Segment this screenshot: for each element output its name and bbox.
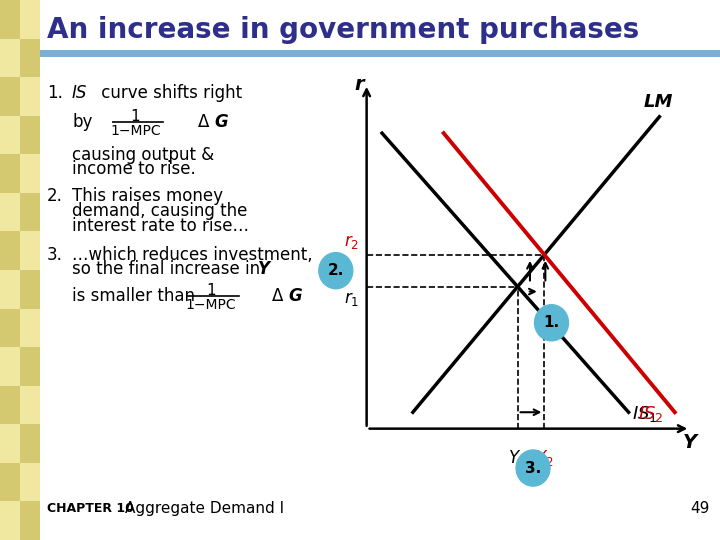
Text: $r_1$: $r_1$ [343,290,359,308]
Text: 49: 49 [690,501,709,516]
Circle shape [534,305,569,341]
Text: Δ: Δ [272,287,284,305]
Text: …which reduces investment,: …which reduces investment, [72,246,312,264]
Text: An increase in government purchases: An increase in government purchases [47,16,639,44]
Text: Δ: Δ [198,113,210,131]
Text: r: r [354,76,364,94]
Text: 3.: 3. [525,461,541,476]
Text: $Y_2$: $Y_2$ [535,448,554,468]
Text: causing output &: causing output & [72,146,214,164]
Text: G: G [288,287,302,305]
Text: 1−MPC: 1−MPC [186,298,236,312]
Text: 2.: 2. [47,187,63,205]
Text: 1: 1 [206,283,216,298]
Text: interest rate to rise…: interest rate to rise… [72,217,249,234]
Circle shape [516,450,550,486]
Text: $Y_1$: $Y_1$ [508,448,527,468]
Text: Aggregate Demand I: Aggregate Demand I [125,501,284,516]
Text: by: by [72,113,92,131]
Text: $r_2$: $r_2$ [344,233,359,252]
Text: 3.: 3. [47,246,63,264]
Text: Y: Y [258,260,270,278]
Text: 1: 1 [130,109,140,124]
Text: This raises money: This raises money [72,187,223,205]
Circle shape [319,253,353,289]
Text: CHAPTER 10: CHAPTER 10 [47,502,134,515]
Text: LM: LM [644,93,673,111]
Text: curve shifts right: curve shifts right [96,84,242,102]
Text: is smaller than: is smaller than [72,287,195,305]
Text: IS: IS [72,84,87,102]
Text: 1.: 1. [544,315,559,330]
Text: $IS_1$: $IS_1$ [631,404,657,424]
Text: demand, causing the: demand, causing the [72,202,248,220]
Text: 2.: 2. [328,263,344,278]
Text: so the final increase in: so the final increase in [72,260,266,278]
Text: Y: Y [683,434,697,453]
Text: 1−MPC: 1−MPC [110,124,161,138]
Text: G: G [215,113,228,131]
Text: $IS_2$: $IS_2$ [638,404,663,424]
Text: income to rise.: income to rise. [72,160,196,178]
Text: 1.: 1. [47,84,63,102]
